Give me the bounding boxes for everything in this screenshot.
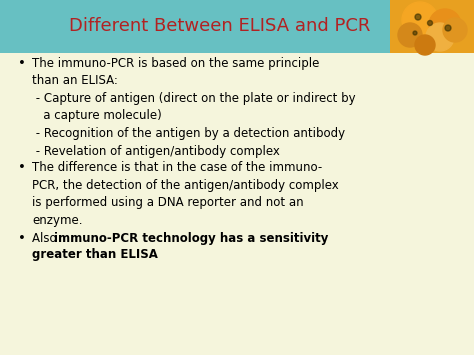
Circle shape	[398, 23, 422, 47]
Circle shape	[426, 23, 454, 51]
Circle shape	[415, 14, 421, 20]
Circle shape	[413, 31, 417, 35]
Text: Different Between ELISA and PCR: Different Between ELISA and PCR	[69, 17, 371, 35]
Circle shape	[443, 18, 467, 42]
Bar	[390, 0, 474, 53]
Text: Also: Also	[32, 232, 60, 245]
Text: immuno-PCR technology has a sensitivity: immuno-PCR technology has a sensitivity	[54, 232, 328, 245]
Text: greater than ELISA: greater than ELISA	[32, 248, 158, 261]
Circle shape	[415, 35, 435, 55]
Text: The difference is that in the case of the immuno-
PCR, the detection of the anti: The difference is that in the case of th…	[32, 161, 339, 226]
Circle shape	[445, 25, 451, 31]
Circle shape	[402, 2, 438, 38]
Text: The immuno-PCR is based on the same principle
than an ELISA:
 - Capture of antig: The immuno-PCR is based on the same prin…	[32, 57, 356, 158]
Text: .: .	[118, 248, 126, 261]
Text: •: •	[18, 161, 26, 174]
Bar	[0, 0, 474, 53]
Bar	[0, 53, 474, 355]
Circle shape	[428, 21, 432, 26]
Circle shape	[429, 9, 461, 41]
Text: •: •	[18, 57, 26, 70]
Text: •: •	[18, 232, 26, 245]
